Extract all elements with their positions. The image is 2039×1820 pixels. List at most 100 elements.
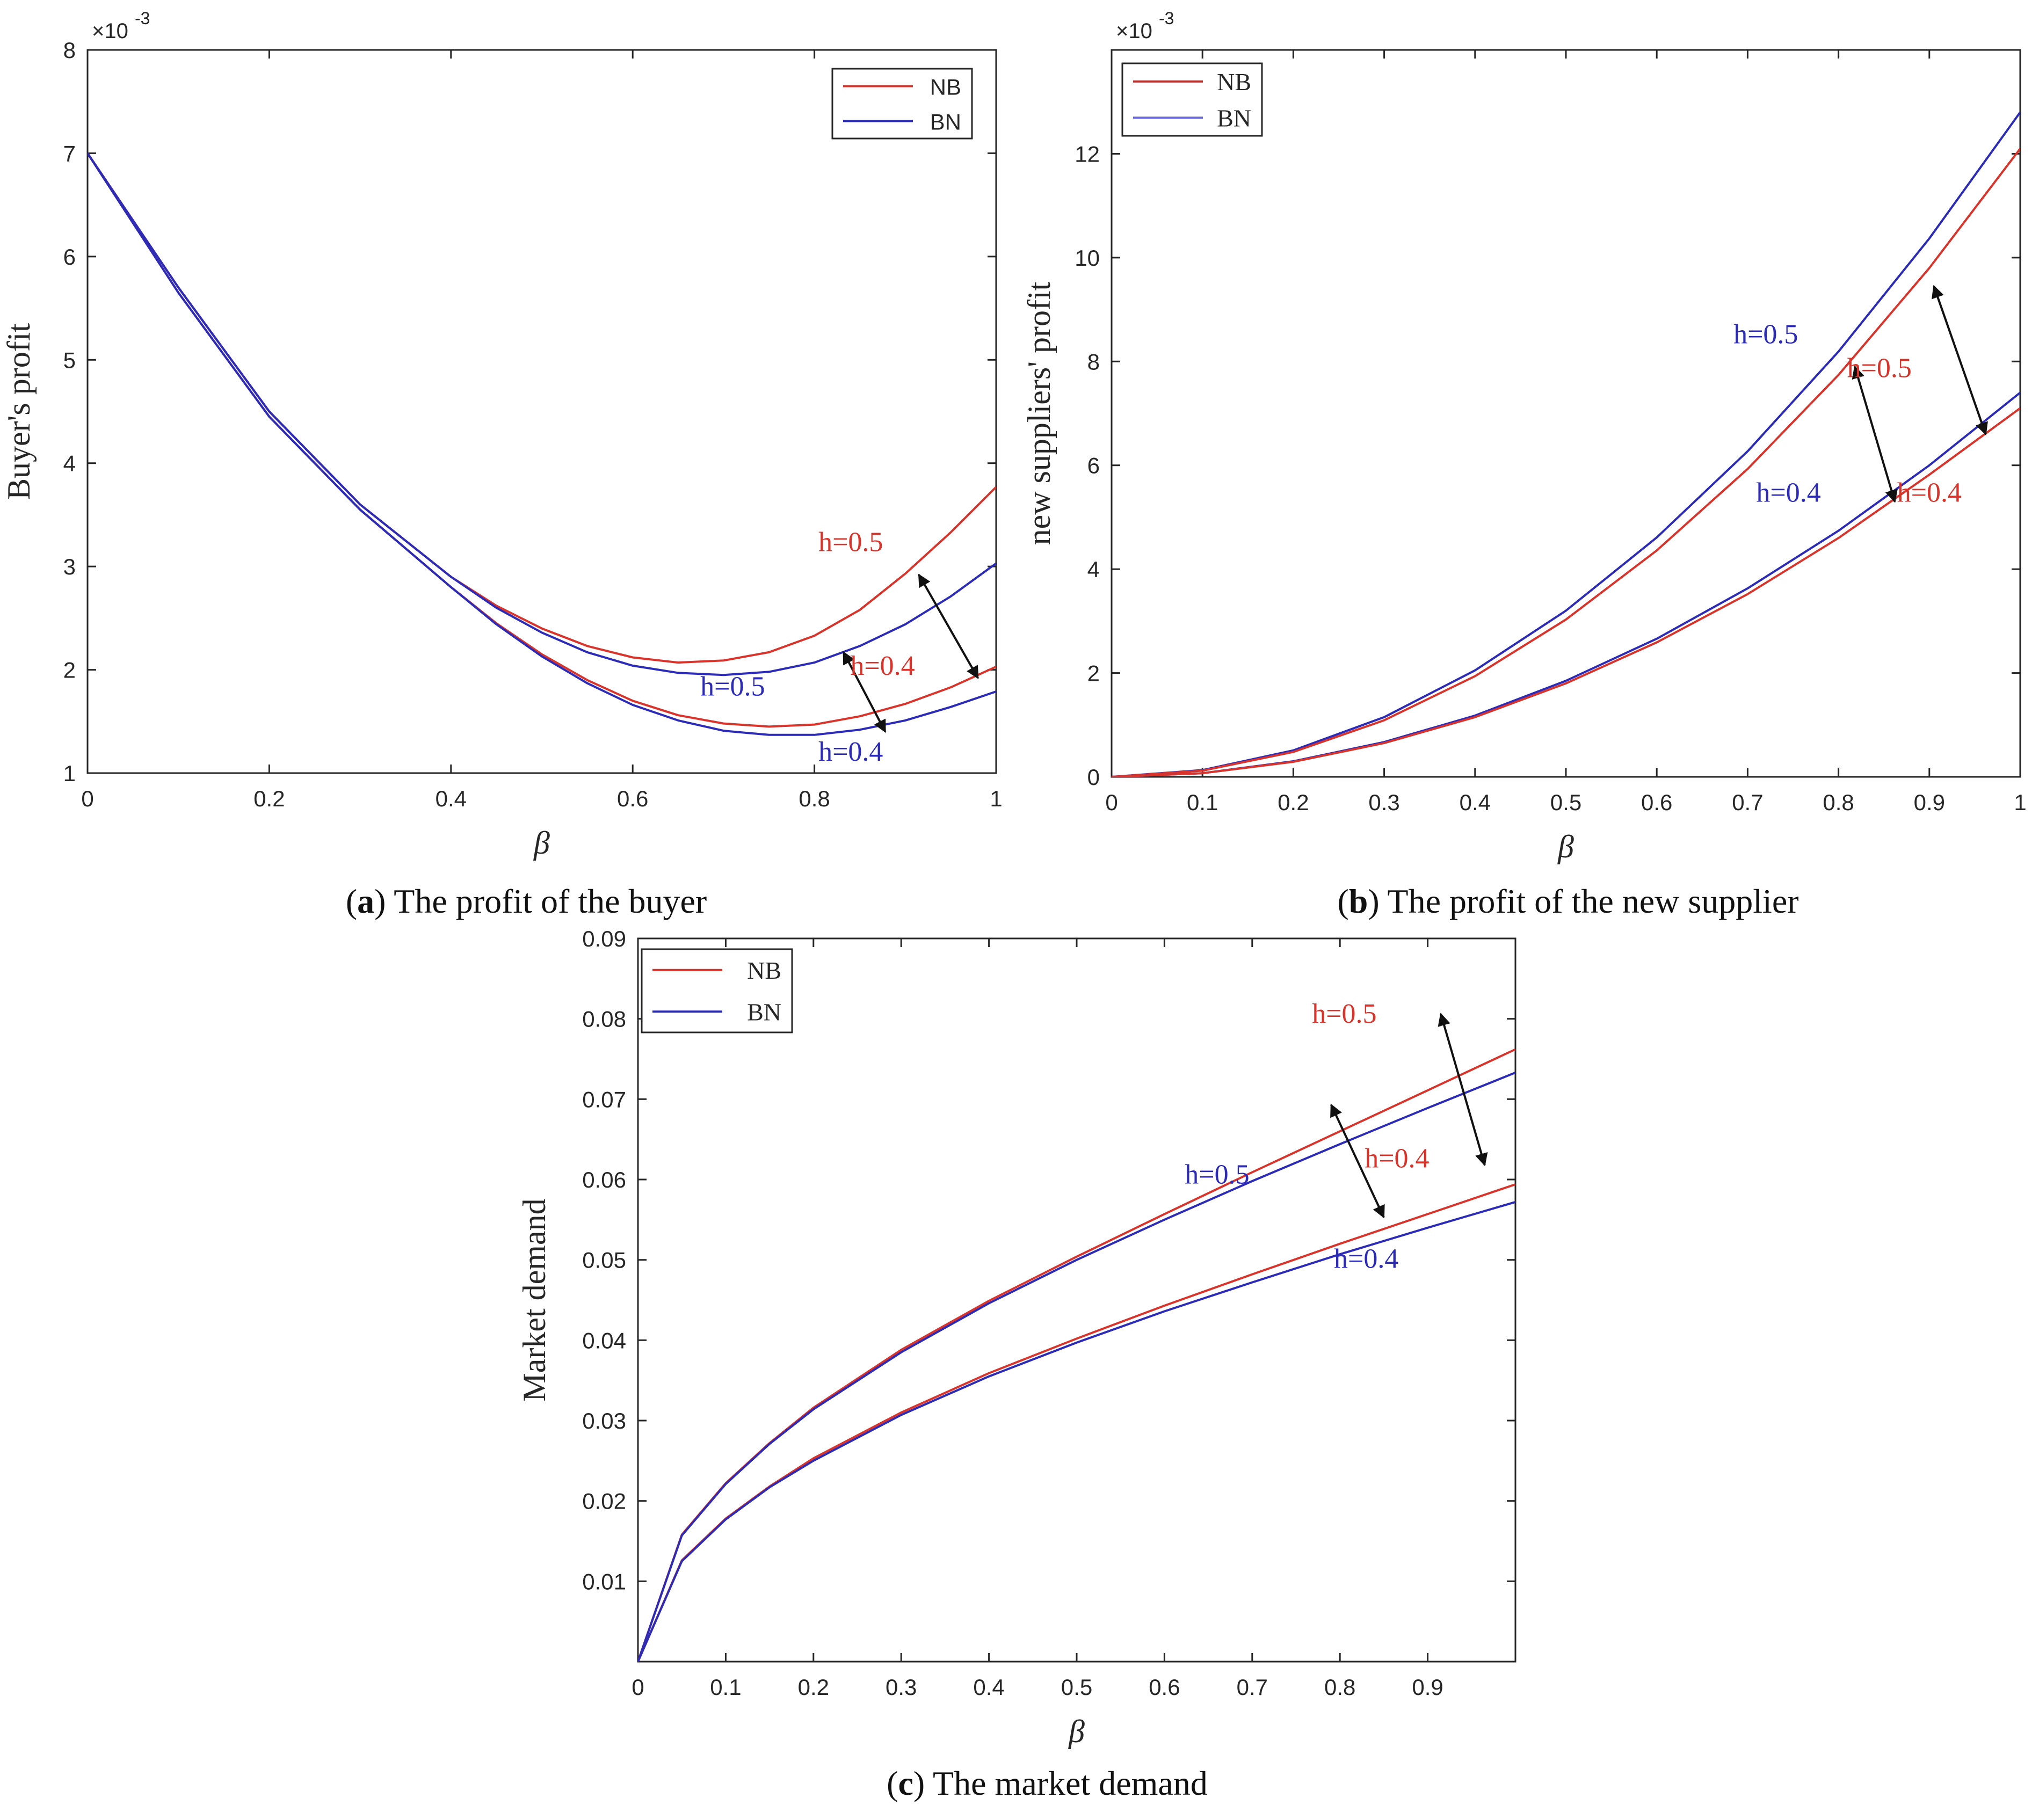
double-arrow (1330, 1103, 1385, 1219)
annotation-label: h=0.4 (1334, 1244, 1398, 1275)
x-tick-label: 0.2 (1278, 790, 1309, 815)
x-tick-label: 0.2 (798, 1675, 829, 1700)
caption-text: The market demand (933, 1764, 1208, 1802)
caption-close-paren: ) (374, 882, 394, 920)
x-tick-label: 0 (632, 1675, 644, 1700)
series-line-nb-h-0-5 (1112, 148, 2020, 777)
y-tick-label: 2 (63, 658, 76, 683)
chart-panel-c: 0 0.1 0.2 0.3 0.4 0.5 0.6 0.7 0.8 0.9 0.01 0.02 0.03… (517, 926, 1516, 1802)
double-arrow (1932, 285, 1988, 435)
y-tick-label: 4 (63, 451, 76, 476)
legend: NB BN (641, 948, 793, 1033)
x-tick-label: 0.5 (1550, 790, 1581, 815)
x-axis-label: β (1557, 829, 1574, 864)
x-tick-label: 0.6 (1641, 790, 1672, 815)
caption-open-paren: ( (887, 1764, 898, 1802)
y-tick-label: 12 (1075, 141, 1100, 166)
annotation-label: h=0.4 (1365, 1144, 1429, 1174)
legend-box (1121, 62, 1263, 137)
y-tick-label: 4 (1087, 557, 1100, 582)
legend: NB BN (831, 68, 973, 140)
y-tick-label: 0.07 (582, 1087, 626, 1112)
series-line-bn-h-0-5 (1112, 111, 2020, 777)
x-tick-label: 0.9 (1412, 1675, 1443, 1700)
caption-close-paren: ) (913, 1764, 933, 1802)
y-tick-label: 0 (1087, 765, 1100, 790)
y-axis-label: Market demand (517, 1198, 552, 1401)
y-tick-label: 0.02 (582, 1489, 626, 1514)
caption-text: The profit of the buyer (394, 882, 707, 920)
y-tick-label: 1 (63, 761, 76, 786)
x-tick-label: 0.7 (1237, 1675, 1268, 1700)
chart-panel-a: 0 0.2 0.4 0.6 0.8 1 1 2 3 4 5 6 7 8 ×10 -3 β Buyer's prof… (1, 9, 1003, 920)
y-tick-label: 0.06 (582, 1167, 626, 1192)
caption-letter: a (357, 882, 374, 920)
legend: NB BN (1121, 62, 1263, 137)
y-tick-label: 8 (63, 38, 76, 63)
axis-exponent-power: -3 (135, 9, 150, 28)
double-arrow (1438, 1013, 1488, 1167)
legend-label: BN (930, 110, 961, 135)
x-tick-label: 0.3 (1368, 790, 1399, 815)
plot-area (1111, 49, 2021, 778)
legend-label: BN (1217, 104, 1251, 132)
x-tick-label: 0.7 (1732, 790, 1763, 815)
y-tick-label: 7 (63, 141, 76, 166)
x-tick-label: 0.4 (1460, 790, 1491, 815)
series-line-bn-h-0-5 (88, 152, 996, 676)
y-tick-label: 0.09 (582, 926, 626, 951)
x-tick-label: 0 (81, 786, 93, 811)
caption: (b) The profit of the new supplier (1337, 882, 1798, 920)
y-tick-label: 0.04 (582, 1328, 626, 1353)
y-tick-label: 6 (1087, 453, 1100, 478)
x-tick-label: 0.4 (436, 786, 467, 811)
x-tick-label: 0.4 (973, 1675, 1004, 1700)
double-arrow (918, 573, 979, 680)
series-line-nb-h-0-4 (1112, 407, 2020, 777)
caption-letter: c (898, 1764, 913, 1802)
annotation-label: h=0.5 (700, 672, 765, 702)
double-arrow (1852, 365, 1898, 503)
y-tick-label: 2 (1087, 661, 1100, 686)
legend-box (831, 68, 973, 140)
x-tick-label: 0.5 (1061, 1675, 1092, 1700)
x-tick-label: 0.8 (799, 786, 830, 811)
double-arrow (842, 651, 887, 733)
y-tick-label: 0.08 (582, 1007, 626, 1032)
annotation-label: h=0.4 (818, 737, 883, 767)
x-tick-label: 1 (990, 786, 1002, 811)
legend-label: BN (747, 998, 781, 1025)
y-axis-label: new suppliers' profit (1021, 281, 1057, 545)
legend-box (641, 948, 793, 1033)
annotation-label: h=0.4 (1756, 477, 1820, 508)
x-tick-label: 0.8 (1324, 1675, 1355, 1700)
caption: (a) The profit of the buyer (346, 882, 707, 920)
annotation-label: h=0.5 (1312, 999, 1376, 1029)
axis-exponent-power: -3 (1159, 9, 1174, 28)
x-tick-label: 0.1 (710, 1675, 741, 1700)
annotation-label: h=0.5 (818, 527, 883, 557)
y-tick-label: 6 (63, 244, 76, 270)
x-tick-label: 0.8 (1823, 790, 1854, 815)
x-tick-label: 0 (1105, 790, 1118, 815)
y-axis-label: Buyer's profit (1, 323, 37, 500)
x-tick-label: 0.2 (253, 786, 285, 811)
caption: (c) The market demand (887, 1764, 1208, 1802)
x-axis-label: β (533, 825, 550, 861)
caption-text: The profit of the new supplier (1388, 882, 1799, 920)
axis-exponent: ×10 (1116, 19, 1152, 43)
legend-label: NB (930, 75, 961, 100)
y-tick-label: 0.03 (582, 1408, 626, 1433)
y-tick-label: 3 (63, 554, 76, 579)
chart-panel-b: 0 0.1 0.2 0.3 0.4 0.5 0.6 0.7 0.8 0.9 1024681012×1… (1021, 9, 2027, 920)
annotation-label: h=0.4 (850, 651, 915, 681)
caption-open-paren: ( (346, 882, 357, 920)
annotation-label: h=0.5 (1733, 319, 1798, 350)
x-tick-label: 0.1 (1187, 790, 1218, 815)
axis-exponent: ×10 (92, 19, 128, 43)
x-tick-label: 0.9 (1914, 790, 1945, 815)
x-tick-label: 0.6 (617, 786, 648, 811)
caption-letter: b (1349, 882, 1368, 920)
